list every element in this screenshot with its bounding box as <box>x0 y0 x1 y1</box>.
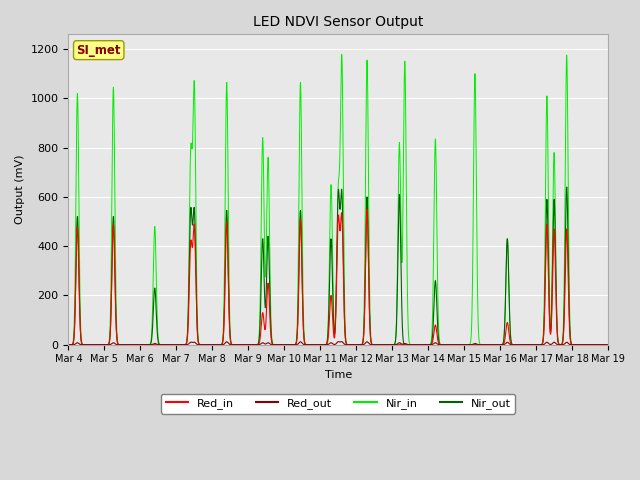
Red_out <box>602 342 610 348</box>
Red_out <box>65 342 72 348</box>
Nir_out <box>174 342 182 348</box>
Nir_in <box>338 51 346 57</box>
Nir_out <box>604 342 612 348</box>
X-axis label: Time: Time <box>324 370 352 380</box>
Red_in <box>604 342 612 348</box>
Nir_out <box>563 184 570 190</box>
Nir_out <box>180 342 188 348</box>
Nir_in <box>266 290 274 296</box>
Nir_out <box>266 312 274 317</box>
Red_out <box>174 342 182 348</box>
Text: SI_met: SI_met <box>77 44 121 57</box>
Red_in <box>490 342 497 348</box>
Line: Red_out: Red_out <box>68 342 608 345</box>
Red_out <box>490 342 497 348</box>
Nir_in <box>180 342 188 348</box>
Red_in <box>266 324 274 330</box>
Red_out <box>180 342 188 348</box>
Nir_out <box>602 342 610 348</box>
Nir_out <box>413 342 420 348</box>
Red_in <box>180 342 188 348</box>
Red_in <box>174 342 182 348</box>
Nir_in <box>174 342 182 348</box>
Legend: Red_in, Red_out, Nir_in, Nir_out: Red_in, Red_out, Nir_in, Nir_out <box>161 394 515 413</box>
Red_in <box>413 342 420 348</box>
Nir_in <box>602 342 610 348</box>
Red_out <box>604 342 612 348</box>
Red_out <box>335 339 342 345</box>
Nir_in <box>413 342 420 348</box>
Red_in <box>65 342 72 348</box>
Nir_in <box>65 342 72 348</box>
Nir_in <box>490 342 497 348</box>
Title: LED NDVI Sensor Output: LED NDVI Sensor Output <box>253 15 424 29</box>
Line: Red_in: Red_in <box>68 209 608 345</box>
Red_out <box>413 342 420 348</box>
Red_in <box>363 206 371 212</box>
Nir_out <box>490 342 497 348</box>
Red_out <box>266 341 274 347</box>
Red_in <box>602 342 610 348</box>
Line: Nir_in: Nir_in <box>68 54 608 345</box>
Line: Nir_out: Nir_out <box>68 187 608 345</box>
Y-axis label: Output (mV): Output (mV) <box>15 155 25 224</box>
Nir_in <box>604 342 612 348</box>
Nir_out <box>65 342 72 348</box>
